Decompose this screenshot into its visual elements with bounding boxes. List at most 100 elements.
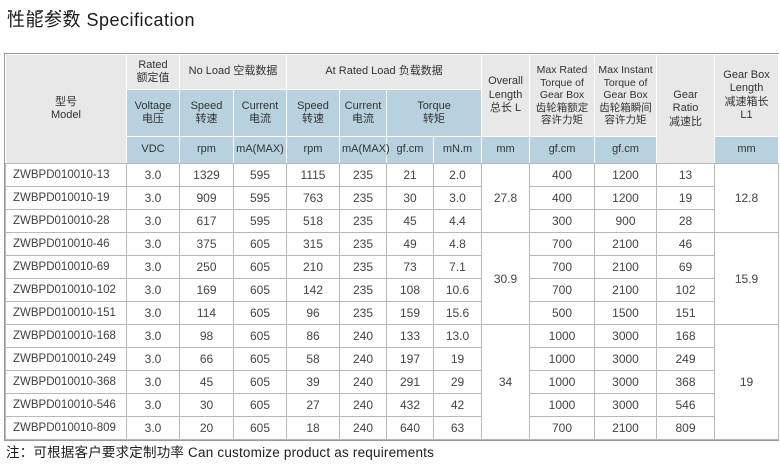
cell-max-rated-torque: 1000 [529, 324, 596, 348]
cell-gear-box-length: 12.8 [714, 163, 780, 233]
spec-table: 型号 Model Rated 额定值 No Load 空载数据 At Rated… [5, 54, 780, 440]
cell-max-rated-torque: 300 [529, 209, 596, 233]
cell-model: ZWBPD010010-168 [5, 324, 127, 348]
unit-torque-mnm: mN.m [432, 136, 483, 164]
cell-gear-ratio: 28 [656, 209, 716, 233]
cell-max-rated-torque: 700 [529, 278, 596, 302]
cell-rated-current: 240 [339, 416, 387, 440]
cell-rated-current: 235 [339, 209, 387, 233]
cell-torque-gfcm: 640 [386, 416, 434, 440]
cell-no-load-current: 605 [233, 324, 287, 348]
cell-max-instant-torque: 2100 [594, 416, 658, 440]
cell-rated-speed: 18 [286, 416, 340, 440]
table-row: ZWBPD010010-28 3.0 617 595 518 235 45 4.4 300 900… [5, 209, 779, 233]
unit-overall-mm: mm [481, 136, 531, 164]
cell-voltage: 3.0 [126, 209, 180, 233]
cell-max-rated-torque: 400 [529, 163, 596, 187]
cell-no-load-speed: 169 [179, 278, 234, 302]
cell-max-rated-torque: 400 [529, 186, 596, 210]
cell-torque-mnm: 13.0 [432, 324, 483, 348]
header-label-row: Voltage 电压 Speed 转速 Current 电流 Speed 转速 … [6, 89, 779, 137]
cell-gear-ratio: 368 [656, 370, 716, 394]
cell-no-load-speed: 45 [179, 370, 234, 394]
cell-no-load-speed: 375 [179, 232, 234, 256]
cell-rated-current: 235 [339, 186, 387, 210]
cell-max-instant-torque: 2100 [594, 232, 658, 256]
header-rated-current: Current 电流 [339, 89, 387, 137]
cell-max-instant-torque: 2100 [594, 255, 658, 279]
table-row: ZWBPD010010-809 3.0 20 605 18 240 640 63 700 2100… [5, 416, 779, 440]
table-row: ZWBPD010010-151 3.0 114 605 96 235 159 15.6 500 1… [5, 301, 779, 325]
cell-model: ZWBPD010010-46 [5, 232, 127, 256]
cell-overall-length: 27.8 [481, 163, 531, 233]
cell-rated-current: 235 [339, 255, 387, 279]
cell-max-rated-torque: 700 [529, 416, 596, 440]
cell-torque-mnm: 15.6 [432, 301, 483, 325]
cell-voltage: 3.0 [126, 393, 180, 417]
header-at-rated-load: At Rated Load 负载数据 [285, 54, 483, 90]
cell-gear-ratio: 46 [656, 232, 716, 256]
cell-rated-current: 240 [339, 324, 387, 348]
cell-voltage: 3.0 [126, 186, 180, 210]
cell-model: ZWBPD010010-546 [5, 393, 127, 417]
table-row: ZWBPD010010-168 3.0 98 605 86 240 133 13.0 34 100… [5, 324, 780, 440]
cell-rated-speed: 210 [286, 255, 340, 279]
cell-gear-ratio: 249 [656, 347, 716, 371]
cell-no-load-current: 605 [233, 255, 287, 279]
cell-model: ZWBPD010010-69 [5, 255, 127, 279]
cell-model: ZWBPD010010-19 [5, 186, 127, 210]
cell-max-instant-torque: 900 [594, 209, 658, 233]
cell-rated-current: 240 [339, 393, 387, 417]
cell-rated-speed: 518 [286, 209, 340, 233]
cell-gear-ratio: 69 [656, 255, 716, 279]
cell-no-load-current: 605 [233, 416, 287, 440]
table-row: ZWBPD010010-69 3.0 250 605 210 235 73 7.1 700 210… [5, 255, 779, 279]
header-torque: Torque 转矩 [385, 89, 483, 137]
cell-torque-gfcm: 197 [386, 347, 434, 371]
header-max-rated-torque: Max Rated Torque of Gear Box 齿轮箱额定 容许力矩 [529, 54, 596, 137]
table-row: ZWBPD010010-102 3.0 169 605 142 235 108 10.6 700… [5, 278, 779, 302]
table-row: ZWBPD010010-13 3.0 1329 595 1115 235 21 2.0 27.8… [5, 163, 780, 233]
cell-voltage: 3.0 [126, 324, 180, 348]
cell-gear-ratio: 13 [656, 163, 716, 187]
cell-model: ZWBPD010010-13 [5, 163, 127, 187]
cell-max-instant-torque: 3000 [594, 347, 658, 371]
cell-rated-current: 235 [339, 278, 387, 302]
header-unit-row: VDC rpm mA(MAX) rpm mA(MAX) gf.cm mN.m m… [6, 136, 780, 164]
cell-no-load-speed: 1329 [179, 163, 234, 187]
cell-rated-speed: 86 [286, 324, 340, 348]
cell-rated-current: 240 [339, 370, 387, 394]
cell-torque-mnm: 2.0 [432, 163, 483, 187]
cell-gear-box-length: 15.9 [714, 232, 780, 325]
cell-no-load-speed: 20 [179, 416, 234, 440]
footer-note: 注：可根据客户要求定制功率 Can customize product as r… [6, 445, 435, 460]
cell-rated-current: 240 [339, 347, 387, 371]
cell-torque-mnm: 4.8 [432, 232, 483, 256]
table-row: ZWBPD010010-46 3.0 375 605 315 235 49 4.8 30.9 70… [5, 232, 780, 325]
cell-max-instant-torque: 3000 [594, 370, 658, 394]
cell-model: ZWBPD010010-28 [5, 209, 127, 233]
cell-model: ZWBPD010010-249 [5, 347, 127, 371]
cell-no-load-speed: 98 [179, 324, 234, 348]
cell-model: ZWBPD010010-368 [5, 370, 127, 394]
cell-voltage: 3.0 [126, 255, 180, 279]
cell-no-load-speed: 66 [179, 347, 234, 371]
cell-no-load-speed: 30 [179, 393, 234, 417]
cell-no-load-current: 605 [233, 347, 287, 371]
cell-gear-ratio: 19 [656, 186, 716, 210]
header-gear-ratio: Gear Ratio 减速比 [656, 54, 716, 164]
cell-torque-gfcm: 30 [386, 186, 434, 210]
cell-no-load-current: 605 [233, 301, 287, 325]
unit-vdc: VDC [126, 136, 180, 164]
cell-no-load-current: 595 [233, 163, 287, 187]
cell-torque-mnm: 63 [432, 416, 483, 440]
cell-overall-length: 34 [481, 324, 531, 440]
cell-gear-box-length: 19 [714, 324, 780, 440]
cell-torque-gfcm: 49 [386, 232, 434, 256]
cell-gear-ratio: 168 [656, 324, 716, 348]
header-no-load-speed: Speed 转速 [179, 89, 234, 137]
cell-gear-ratio: 102 [656, 278, 716, 302]
header-rated-speed: Speed 转速 [286, 89, 340, 137]
unit-gearbox-mm: mm [714, 136, 780, 164]
cell-torque-mnm: 19 [432, 347, 483, 371]
